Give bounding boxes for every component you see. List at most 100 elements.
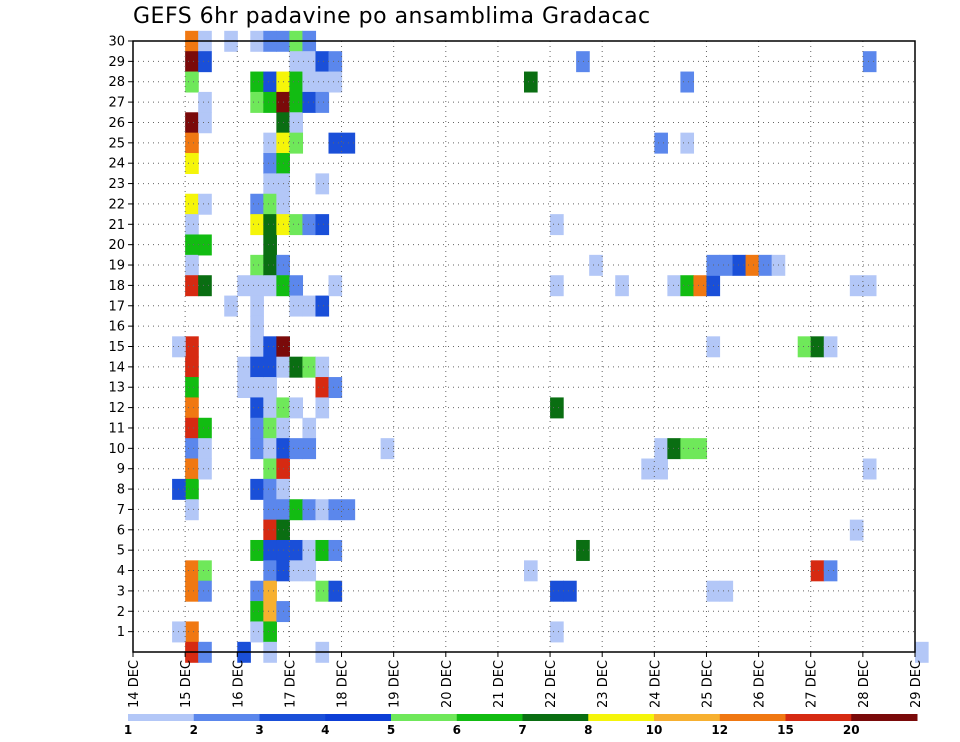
heatmap-cell bbox=[263, 499, 277, 521]
heatmap-cell bbox=[185, 356, 199, 378]
colorbar-label: 1 bbox=[124, 723, 132, 737]
heatmap-cell bbox=[263, 539, 277, 561]
y-tick-label: 6 bbox=[117, 523, 125, 538]
heatmap-cell bbox=[849, 519, 864, 541]
y-tick-label: 20 bbox=[108, 238, 125, 253]
heatmap-cell bbox=[250, 356, 264, 378]
colorbar-swatch bbox=[785, 714, 852, 721]
heatmap-cell bbox=[315, 51, 330, 73]
heatmap-cell bbox=[198, 193, 212, 215]
x-tick-label: 24 DEC bbox=[648, 660, 663, 708]
heatmap-cell bbox=[328, 377, 343, 399]
heatmap-cell bbox=[289, 214, 304, 236]
x-tick-label: 16 DEC bbox=[231, 660, 246, 708]
heatmap-cell bbox=[263, 91, 277, 113]
heatmap-cell bbox=[250, 417, 264, 439]
colorbar-swatch bbox=[456, 714, 523, 721]
x-axis-ticks: 14 DEC 15 DEC 16 DEC 17 DEC 18 DEC 19 DEC 20 D… bbox=[127, 652, 924, 708]
heatmap-cell bbox=[185, 71, 199, 93]
heatmap-cell bbox=[550, 621, 564, 643]
x-tick-label: 19 DEC bbox=[388, 660, 403, 708]
colorbar-swatch bbox=[654, 714, 721, 721]
colorbar-label: 7 bbox=[518, 723, 526, 737]
heatmap-cell bbox=[289, 132, 304, 154]
heatmap-cell bbox=[185, 499, 199, 521]
y-tick-label: 19 bbox=[108, 259, 125, 274]
heatmap-cell bbox=[263, 356, 277, 378]
x-tick-label: 27 DEC bbox=[805, 660, 820, 708]
y-tick-label: 25 bbox=[108, 136, 125, 151]
heatmap-cell bbox=[185, 254, 199, 276]
heatmap-cell bbox=[524, 71, 538, 93]
heatmap-cell bbox=[263, 397, 277, 419]
heatmap-cell bbox=[198, 234, 212, 256]
colorbar-swatch bbox=[719, 714, 786, 721]
heatmap-cell bbox=[328, 71, 343, 93]
heatmap-cell bbox=[185, 51, 199, 73]
heatmap-cell bbox=[263, 621, 277, 643]
heatmap-cell bbox=[263, 601, 277, 623]
heatmap-cell bbox=[263, 377, 277, 399]
heatmap-cell bbox=[302, 71, 317, 93]
heatmap-cell bbox=[550, 580, 564, 602]
heatmap-cell bbox=[680, 438, 695, 460]
heatmap-cell bbox=[185, 458, 199, 480]
heatmap-cell bbox=[198, 112, 212, 134]
heatmap-cell bbox=[758, 254, 773, 276]
heatmap-cell bbox=[289, 112, 304, 134]
colorbar-swatch bbox=[259, 714, 326, 721]
heatmap-cell bbox=[289, 71, 304, 93]
x-tick-label: 26 DEC bbox=[753, 660, 768, 708]
heatmap-cell bbox=[302, 560, 317, 582]
y-tick-label: 3 bbox=[117, 584, 125, 599]
heatmap-cell bbox=[693, 438, 708, 460]
heatmap-cell bbox=[823, 560, 838, 582]
heatmap-cell bbox=[263, 560, 277, 582]
heatmap-cell bbox=[250, 438, 264, 460]
y-tick-label: 29 bbox=[108, 55, 125, 70]
heatmap-cell bbox=[198, 580, 212, 602]
y-tick-label: 2 bbox=[117, 605, 125, 620]
heatmap-cell bbox=[250, 601, 264, 623]
heatmap-cell bbox=[250, 295, 264, 317]
y-tick-label: 8 bbox=[117, 483, 125, 498]
heatmap-cell bbox=[185, 112, 199, 134]
heatmap-cell bbox=[315, 539, 330, 561]
y-tick-label: 24 bbox=[108, 157, 125, 172]
y-tick-label: 13 bbox=[108, 381, 125, 396]
heatmap-cell bbox=[250, 377, 264, 399]
colorbar-swatch bbox=[391, 714, 458, 721]
heatmap-cell bbox=[263, 71, 277, 93]
plot-grid bbox=[133, 41, 915, 652]
heatmap-cell bbox=[680, 132, 695, 154]
x-tick-label: 17 DEC bbox=[283, 660, 298, 708]
heatmap-cell bbox=[185, 438, 199, 460]
y-tick-label: 1 bbox=[117, 625, 125, 640]
heatmap-cell bbox=[680, 275, 695, 297]
y-tick-label: 7 bbox=[117, 503, 125, 518]
y-tick-label: 21 bbox=[108, 218, 125, 233]
heatmap-cell bbox=[250, 193, 264, 215]
heatmap-cell bbox=[185, 621, 199, 643]
heatmap-cell bbox=[198, 417, 212, 439]
heatmap-cell bbox=[250, 336, 264, 358]
heatmap-cell bbox=[263, 417, 277, 439]
heatmap-cell bbox=[185, 234, 199, 256]
colorbar-swatch bbox=[522, 714, 589, 721]
heatmap-cell bbox=[315, 580, 330, 602]
heatmap-cell bbox=[524, 560, 538, 582]
heatmap-cell bbox=[250, 478, 264, 500]
heatmap-cell bbox=[185, 193, 199, 215]
heatmap-cell bbox=[302, 438, 317, 460]
heatmap-cell bbox=[745, 254, 760, 276]
heatmap-cell bbox=[563, 580, 577, 602]
y-tick-label: 27 bbox=[108, 96, 125, 111]
heatmap-cell bbox=[328, 51, 343, 73]
heatmap-cell bbox=[289, 397, 304, 419]
heatmap-cell bbox=[185, 417, 199, 439]
heatmap-cell bbox=[328, 539, 343, 561]
heatmap-cell bbox=[263, 132, 277, 154]
heatmap-cell bbox=[302, 91, 317, 113]
heatmap-cell bbox=[797, 336, 812, 358]
x-tick-label: 18 DEC bbox=[336, 660, 351, 708]
